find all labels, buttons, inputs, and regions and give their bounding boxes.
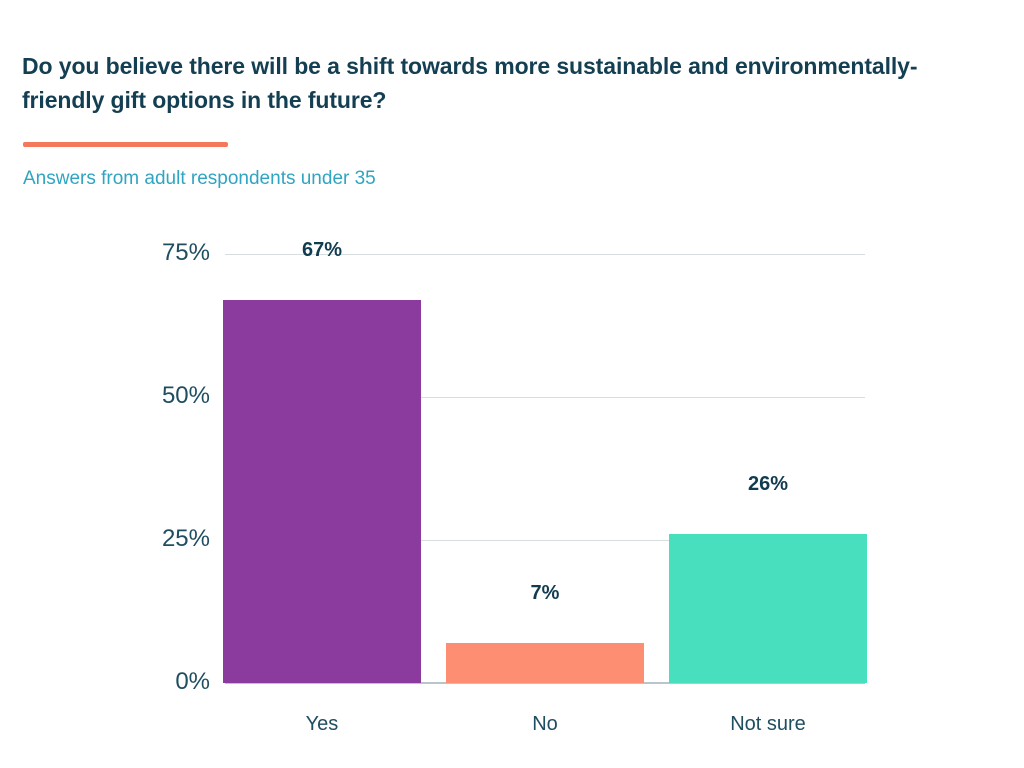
x-axis-category-label: No [532, 713, 558, 735]
chart-subtitle: Answers from adult respondents under 35 [23, 168, 376, 189]
y-axis-tick-label: 50% [161, 382, 210, 409]
gridline-75% [225, 254, 865, 255]
bar-yes [223, 299, 421, 683]
bar-no [446, 642, 644, 683]
y-axis-tick-label: 25% [161, 525, 210, 552]
y-axis-tick-label: 0% [175, 668, 210, 695]
x-axis-category-label: Not sure [730, 713, 806, 735]
title-accent-bar [23, 142, 228, 147]
chart-title-line1: Do you believe there will be a shift tow… [22, 53, 918, 79]
gridline-50% [225, 397, 865, 398]
chart-title-line2: friendly gift options in the future? [22, 87, 387, 113]
y-axis-tick-label: 75% [161, 239, 210, 266]
bar-value-label: 7% [530, 581, 560, 604]
x-axis-line [225, 682, 865, 684]
chart-title: Do you believe there will be a shift tow… [22, 49, 1012, 117]
gridline-25% [225, 540, 865, 541]
x-axis-category-label: Yes [305, 713, 339, 735]
bar-value-label: 26% [747, 473, 789, 496]
bar-not-sure [669, 534, 867, 683]
bar-value-label: 67% [301, 238, 343, 261]
